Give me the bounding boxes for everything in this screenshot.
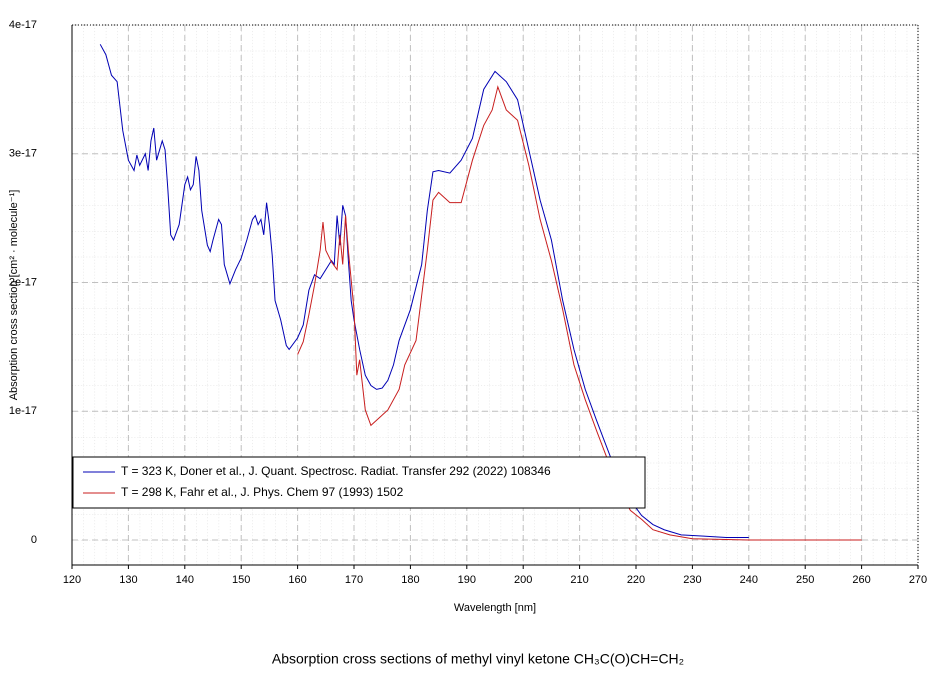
x-tick-label: 270 — [909, 574, 927, 586]
y-tick-label: 3e-17 — [9, 148, 37, 160]
x-tick-label: 160 — [288, 574, 306, 586]
x-tick-label: 180 — [401, 574, 419, 586]
x-tick-label: 230 — [683, 574, 701, 586]
y-tick-label: 1e-17 — [9, 405, 37, 417]
x-tick-label: 170 — [345, 574, 363, 586]
x-tick-label: 260 — [852, 574, 870, 586]
x-tick-label: 150 — [232, 574, 250, 586]
series-line — [99, 44, 749, 538]
legend-label: T = 298 K, Fahr et al., J. Phys. Chem 97… — [121, 485, 404, 499]
x-tick-label: 190 — [458, 574, 476, 586]
chart-title: Absorption cross sections of methyl viny… — [272, 651, 684, 667]
x-tick-label: 210 — [570, 574, 588, 586]
series-line — [297, 85, 862, 541]
y-tick-label: 0 — [31, 534, 37, 546]
y-axis-label: Absorption cross section [cm² · molecule… — [8, 190, 20, 401]
legend-box — [72, 456, 646, 509]
x-tick-label: 240 — [740, 574, 758, 586]
x-tick-label: 140 — [176, 574, 194, 586]
legend-label: T = 323 K, Doner et al., J. Quant. Spect… — [121, 464, 551, 478]
x-tick-label: 250 — [796, 574, 814, 586]
y-tick-label: 2e-17 — [9, 276, 37, 288]
y-tick-label: 4e-17 — [9, 19, 37, 31]
x-axis-label: Wavelength [nm] — [454, 602, 536, 614]
x-tick-label: 200 — [514, 574, 532, 586]
x-tick-label: 120 — [63, 574, 81, 586]
x-tick-label: 220 — [627, 574, 645, 586]
x-tick-label: 130 — [119, 574, 137, 586]
